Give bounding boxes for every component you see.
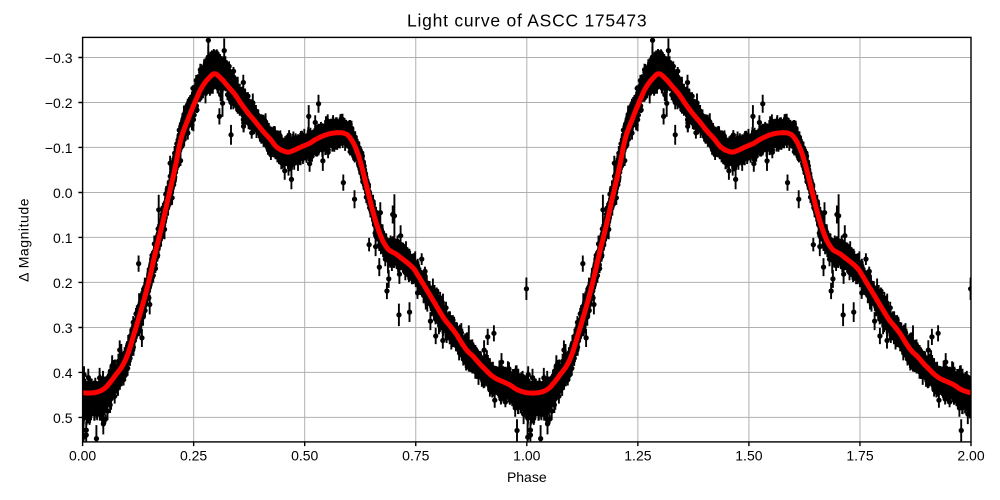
svg-text:Δ Magnitude: Δ Magnitude: [16, 198, 32, 282]
svg-text:Light curve of ASCC 175473: Light curve of ASCC 175473: [407, 10, 647, 30]
svg-text:0.3: 0.3: [53, 320, 73, 336]
svg-text:0.2: 0.2: [53, 275, 73, 291]
svg-text:0.0: 0.0: [53, 185, 73, 201]
svg-text:0.00: 0.00: [69, 447, 96, 463]
svg-text:1.75: 1.75: [846, 447, 873, 463]
svg-text:0.4: 0.4: [53, 365, 73, 381]
svg-text:0.50: 0.50: [291, 447, 318, 463]
svg-text:−0.2: −0.2: [45, 95, 73, 111]
svg-text:1.50: 1.50: [735, 447, 762, 463]
svg-text:0.1: 0.1: [53, 230, 73, 246]
svg-text:−0.3: −0.3: [45, 50, 73, 66]
svg-text:1.25: 1.25: [624, 447, 651, 463]
svg-text:Phase: Phase: [507, 469, 547, 485]
svg-text:2.00: 2.00: [957, 447, 984, 463]
svg-text:1.00: 1.00: [513, 447, 540, 463]
svg-text:0.5: 0.5: [53, 410, 73, 426]
svg-text:−0.1: −0.1: [45, 140, 73, 156]
svg-text:0.75: 0.75: [402, 447, 429, 463]
svg-text:0.25: 0.25: [180, 447, 207, 463]
